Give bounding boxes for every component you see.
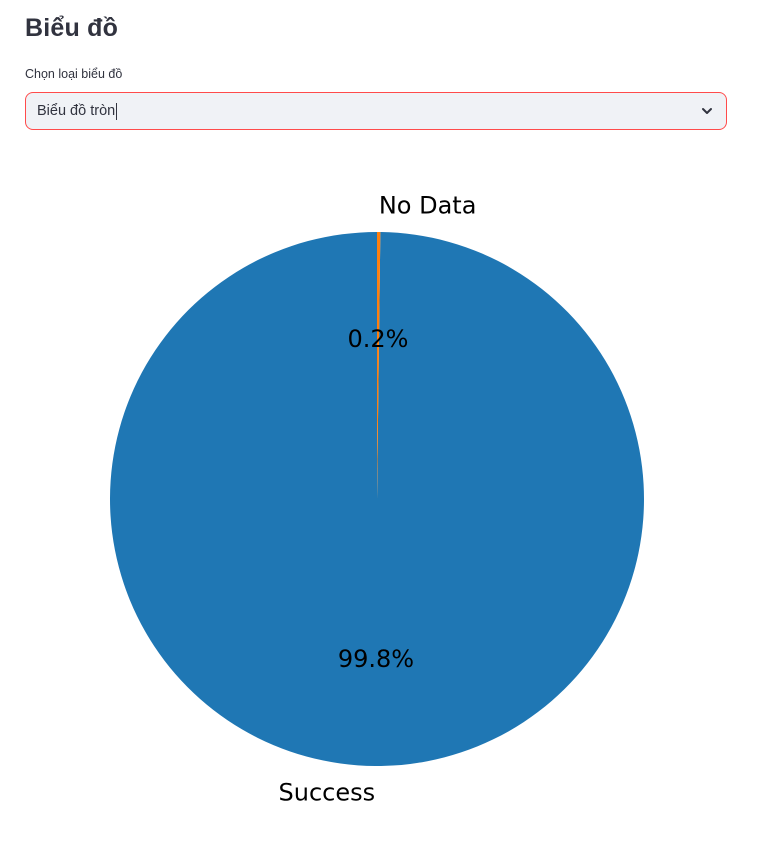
pie-percent-label: 99.8% <box>338 645 414 673</box>
pie-slice-success <box>110 232 644 766</box>
pie-category-label: No Data <box>379 191 477 219</box>
pie-percent-label: 0.2% <box>348 325 409 353</box>
page-title: Biểu đồ <box>25 14 118 43</box>
chart-type-selected-text: Biểu đồ tròn <box>37 103 115 119</box>
chart-type-select-label: Chọn loại biểu đồ <box>25 67 122 81</box>
text-cursor <box>116 103 117 120</box>
chart-type-select-value: Biểu đồ tròn <box>37 103 117 120</box>
chevron-down-icon[interactable] <box>700 104 714 118</box>
pie-category-label: Success <box>279 779 376 807</box>
pie-slice-no-data <box>377 232 380 499</box>
chart-type-select[interactable]: Biểu đồ tròn <box>25 92 727 130</box>
pie-labels: Success 99.8% No Data 0.2% <box>279 191 477 806</box>
pie-slices <box>110 232 644 766</box>
